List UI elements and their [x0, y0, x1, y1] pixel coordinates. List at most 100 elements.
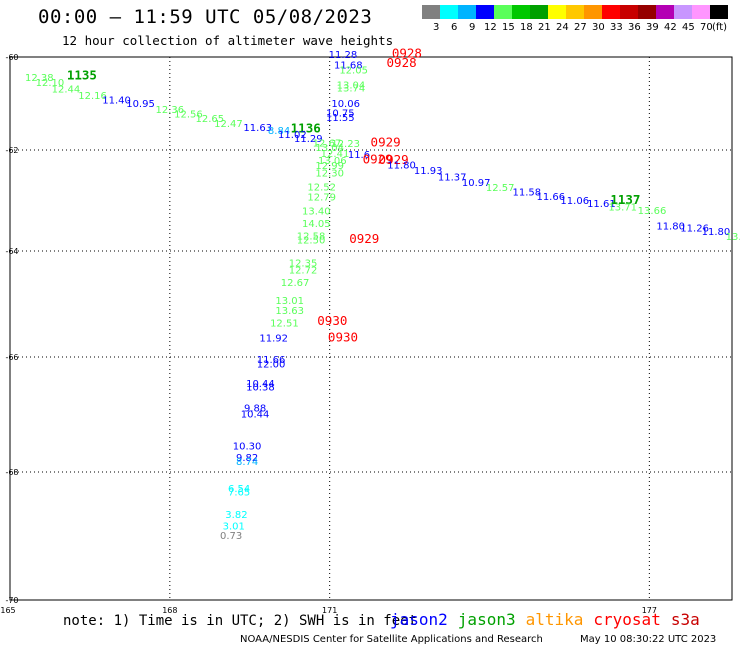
pass-time-label: 0930 [328, 330, 358, 345]
wave-height-label: 10.95 [126, 99, 155, 110]
scale-swatch [458, 5, 476, 19]
lon-tick-label: 168 [162, 606, 177, 615]
lat-tick-label: -64 [5, 247, 18, 256]
wave-height-label: 11.37 [438, 172, 467, 183]
wave-height-label: 11.26 [680, 223, 709, 234]
wave-height-label: 0.73 [220, 531, 242, 542]
wave-height-label: 10.06 [331, 99, 360, 110]
wave-height-label: 10.44 [246, 379, 275, 390]
pass-time-label: 0929 [349, 231, 379, 246]
wave-height-label: 10.38 [246, 382, 275, 393]
wave-height-label: 11.29 [294, 134, 323, 145]
wave-height-label: 11.58 [512, 187, 541, 198]
wave-height-label: 13.63 [275, 306, 304, 317]
wave-height-label: 11.80 [702, 227, 731, 238]
pass-time-label: 0929 [363, 152, 393, 167]
scale-tick-label: 30 [592, 22, 605, 33]
wave-height-label: 14.05 [302, 219, 331, 230]
scale-tick-label: 3 [433, 22, 440, 33]
scale-tick-label: 70 [700, 22, 713, 33]
wave-height-label: 10.97 [462, 178, 491, 189]
page-subtitle: 12 hour collection of altimeter wave hei… [62, 33, 394, 48]
wave-height-label: 11.61 [587, 199, 616, 210]
wave-height-label: 11.68 [334, 61, 363, 72]
scale-swatch [656, 5, 674, 19]
pass-time-label: 1135 [67, 67, 97, 82]
wave-height-label: 8.74 [236, 457, 258, 468]
wave-height-label: 13.74 [337, 83, 366, 94]
wave-height-label: 3.01 [223, 522, 245, 533]
wave-height-label: 12.65 [195, 114, 224, 125]
wave-height-label: 11.02 [278, 130, 307, 141]
satellite-s3a: s3a [670, 610, 700, 629]
scale-tick-label: 42 [664, 22, 677, 33]
scale-swatch [602, 5, 620, 19]
satellite-legend: jason2 jason3 altika cryosat s3a [390, 610, 710, 629]
scale-tick-label: 33 [610, 22, 623, 33]
lat-tick-label: -68 [5, 468, 18, 477]
wave-height-label: 11.6 [348, 150, 370, 161]
pass-time-label: 0928 [392, 45, 422, 60]
wave-height-label: 7.65 [228, 488, 250, 499]
wave-height-label: 10.30 [233, 442, 262, 453]
wave-height-label: 10.75 [326, 109, 355, 120]
wave-height-label: 12.79 [307, 193, 336, 204]
scale-swatch [674, 5, 692, 19]
scale-swatch [620, 5, 638, 19]
wave-height-label: 11.92 [259, 334, 288, 345]
scale-swatch [422, 5, 440, 19]
wave-height-label: 12.38 [25, 73, 54, 84]
wave-height-label: 10.44 [241, 409, 270, 420]
wave-height-label: 12.47 [214, 119, 243, 130]
wave-height-label: 12.72 [289, 265, 318, 276]
wave-height-label: 12.44 [52, 84, 81, 95]
wave-height-label: 11.55 [326, 113, 355, 124]
pass-time-label: 0928 [387, 55, 417, 70]
wave-height-label: 13.40 [302, 207, 331, 218]
scale-tick-label: 9 [469, 22, 476, 33]
wave-height-label: 13.04 [315, 143, 344, 154]
color-scale-legend: 3 6 9 12 15 18 21 24 27 30 33 36 39 42 45 70 (ft) [422, 5, 732, 38]
page-title: 00:00 – 11:59 UTC 05/08/2023 [38, 6, 373, 28]
wave-height-label: 12.05 [339, 65, 368, 76]
satellite-jason2: jason2 [390, 610, 448, 629]
wave-height-label: 11.80 [656, 221, 685, 232]
wave-height-label: 13.06 [318, 156, 347, 167]
wave-height-label: 11.93 [414, 166, 443, 177]
wave-height-label: 12.16 [78, 91, 107, 102]
wave-height-label: 12.35 [289, 258, 318, 269]
scale-swatch [710, 5, 728, 19]
wave-height-label: 13.01 [275, 296, 304, 307]
wave-height-label: 13.71 [608, 203, 637, 214]
satellite-jason3: jason3 [457, 610, 516, 629]
wave-height-label: 13.66 [638, 206, 667, 217]
pass-time-label: 1137 [610, 192, 640, 207]
lon-tick-label: 165 [0, 606, 15, 615]
scale-swatch [638, 5, 656, 19]
lat-tick-label: -66 [5, 353, 18, 362]
scale-tick-label: 21 [538, 22, 551, 33]
wave-height-label: 11.80 [387, 161, 416, 172]
wave-height-label: 12.50 [297, 235, 326, 246]
wave-height-label: 12.67 [281, 278, 310, 289]
wave-height-label: 11.06 [560, 196, 589, 207]
pass-time-label: 0929 [379, 152, 409, 167]
wave-height-label: 11.28 [329, 50, 358, 61]
pass-time-label: 0930 [317, 313, 347, 328]
wave-height-label: 9.88 [244, 404, 266, 415]
wave-height-label: 11.63 [243, 123, 272, 134]
wave-height-label: 6.54 [228, 484, 250, 495]
scale-tick-label: 36 [628, 22, 641, 33]
wave-height-label: 11.66 [536, 192, 565, 203]
satellite-altika: altika [525, 610, 584, 629]
scale-tick-label: 18 [520, 22, 533, 33]
scale-tick-label: 45 [682, 22, 695, 33]
scale-tick-label: 12 [484, 22, 497, 33]
pass-time-label: 1136 [291, 120, 321, 135]
wave-height-label: 12.23 [331, 139, 360, 150]
satellite-cryosat: cryosat [593, 610, 661, 629]
footer-note: note: 1) Time is in UTC; 2) SWH is in fe… [63, 613, 418, 629]
credit-text: NOAA/NESDIS Center for Satellite Applica… [240, 634, 543, 645]
wave-height-label: 12.99 [315, 161, 344, 172]
